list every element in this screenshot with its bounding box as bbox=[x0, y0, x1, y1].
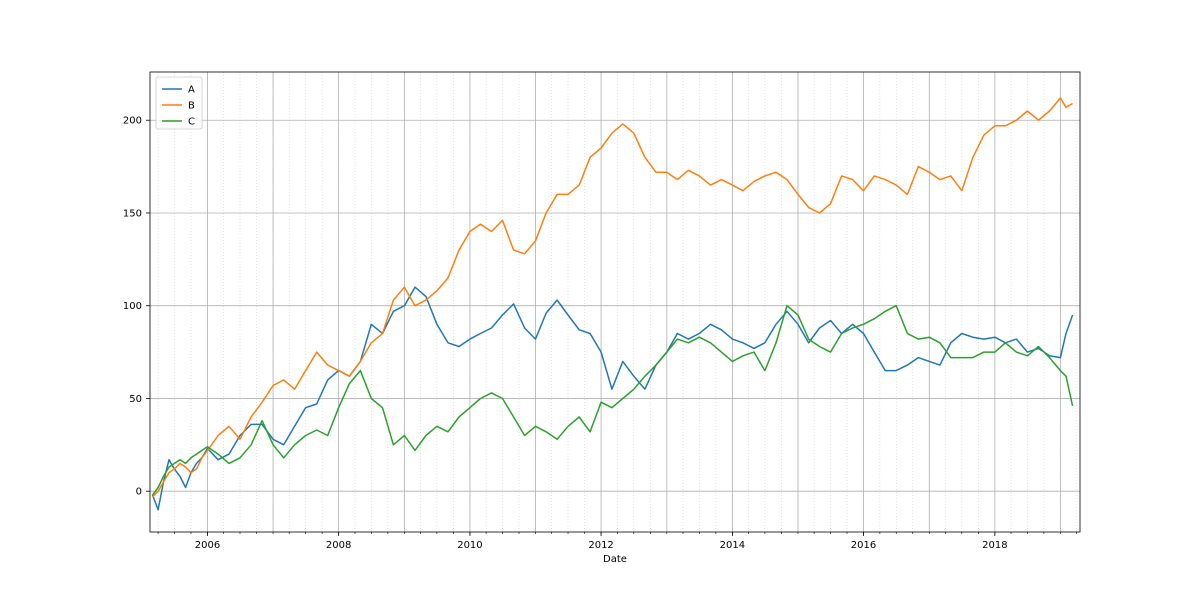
plot-frame bbox=[149, 71, 1081, 533]
y-axis: 0 50 100 150 200 bbox=[123, 116, 150, 498]
x-tick-label: 2014 bbox=[720, 540, 745, 551]
x-tick-label: 2012 bbox=[588, 540, 613, 551]
legend: ABC bbox=[155, 76, 203, 130]
legend-box bbox=[155, 76, 203, 130]
legend-label-b: B bbox=[188, 101, 195, 112]
x-axis: 2006 2008 2010 2012 2014 2016 2018 bbox=[157, 532, 1077, 551]
y-tick-label: 50 bbox=[129, 394, 142, 405]
x-tick-label: 2016 bbox=[851, 540, 876, 551]
series-line-b bbox=[151, 97, 1073, 498]
series-layer bbox=[151, 97, 1074, 511]
y-tick-label: 150 bbox=[123, 208, 142, 219]
legend-label-c: C bbox=[188, 117, 195, 128]
y-tick-label: 200 bbox=[123, 116, 142, 127]
x-axis-label: Date bbox=[603, 554, 627, 565]
legend-label-a: A bbox=[188, 85, 195, 96]
series-line-c bbox=[151, 304, 1074, 496]
y-tick-label: 100 bbox=[123, 301, 142, 312]
major-grid bbox=[150, 72, 1080, 532]
x-tick-label: 2006 bbox=[195, 540, 220, 551]
x-tick-label: 2008 bbox=[326, 540, 351, 551]
x-tick-label: 2018 bbox=[982, 540, 1007, 551]
x-tick-label: 2010 bbox=[457, 540, 482, 551]
y-tick-label: 0 bbox=[136, 487, 142, 498]
series-line-a bbox=[151, 286, 1074, 511]
